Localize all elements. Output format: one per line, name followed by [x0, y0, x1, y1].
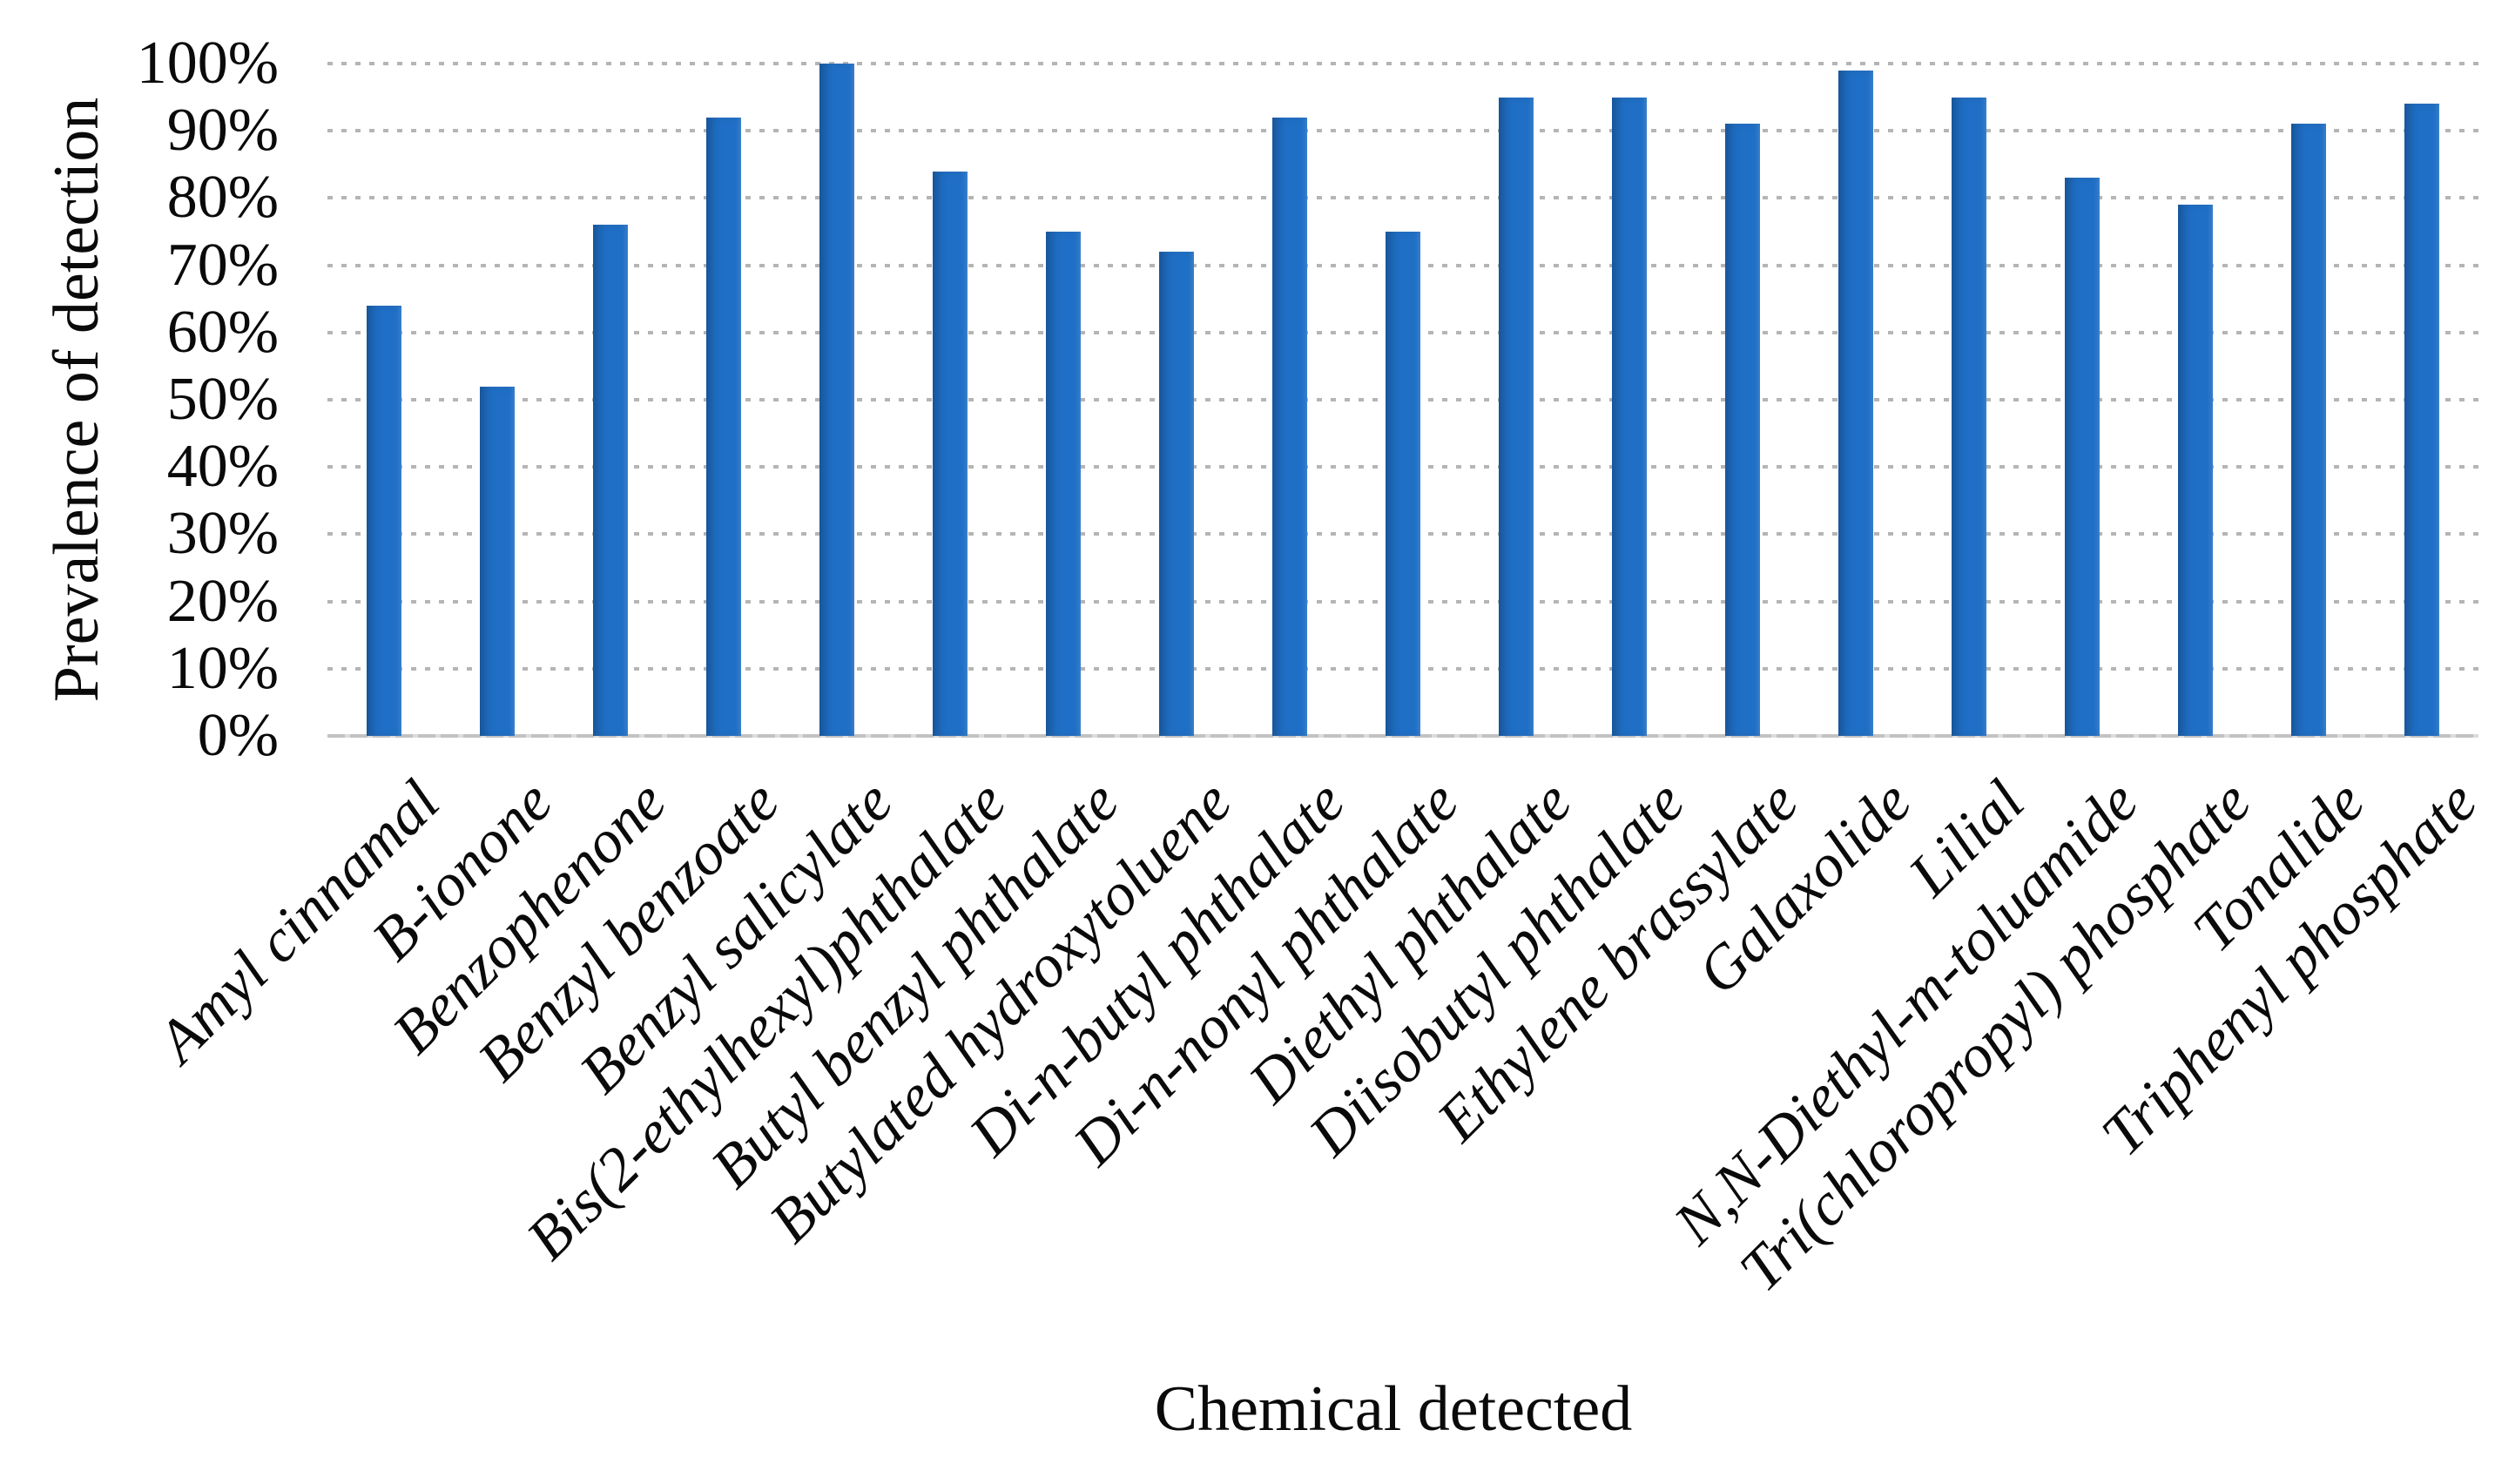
bar-tri-chloropropyl-phosphate [2178, 205, 2213, 736]
y-tick-label: 20% [166, 567, 279, 635]
bar-butyl-benzyl-phthalate [1046, 232, 1081, 736]
bar-di-n-nonyl-phthalate [1386, 232, 1420, 736]
y-tick-label: 40% [166, 433, 279, 501]
y-tick-label: 30% [166, 500, 279, 568]
gridline [327, 62, 2478, 65]
y-tick-label: 80% [166, 164, 279, 232]
bar-diethyl-phthalate [1499, 97, 1534, 736]
gridline [327, 196, 2478, 200]
y-tick-label: 100% [136, 30, 279, 97]
y-tick-label: 0% [197, 702, 279, 769]
x-axis-line [327, 734, 2478, 738]
bar-n-n-diethyl-m-toluamide [2065, 178, 2100, 736]
bar-galaxolide [1838, 70, 1873, 736]
bar-di-n-butyl-phthalate [1272, 117, 1307, 736]
bar-triphenyl-phosphate [2404, 104, 2439, 736]
bar-benzophenone [593, 225, 628, 736]
bar-tonalide [2291, 124, 2326, 736]
bar-butylated-hydroxytoluene [1159, 252, 1194, 736]
bar-amyl-cinnamal [367, 305, 401, 736]
bar-benzyl-salicylate [819, 64, 854, 736]
bar-benzyl-benzoate [706, 117, 741, 736]
bar-b-ionone [480, 386, 515, 736]
y-tick-label: 70% [166, 231, 279, 299]
bar-lilial [1952, 97, 1986, 736]
bar-diisobutyl-phthalate [1612, 97, 1647, 736]
x-axis-title: Chemical detected [1154, 1373, 1633, 1445]
y-tick-label: 90% [166, 97, 279, 165]
bar-ethylene-brassylate [1725, 124, 1760, 736]
gridline [327, 129, 2478, 133]
y-tick-label: 10% [166, 634, 279, 702]
bar-bis-2-ethylhexyl-phthalate [933, 171, 968, 736]
y-tick-label: 60% [166, 298, 279, 366]
y-tick-label: 50% [166, 366, 279, 433]
